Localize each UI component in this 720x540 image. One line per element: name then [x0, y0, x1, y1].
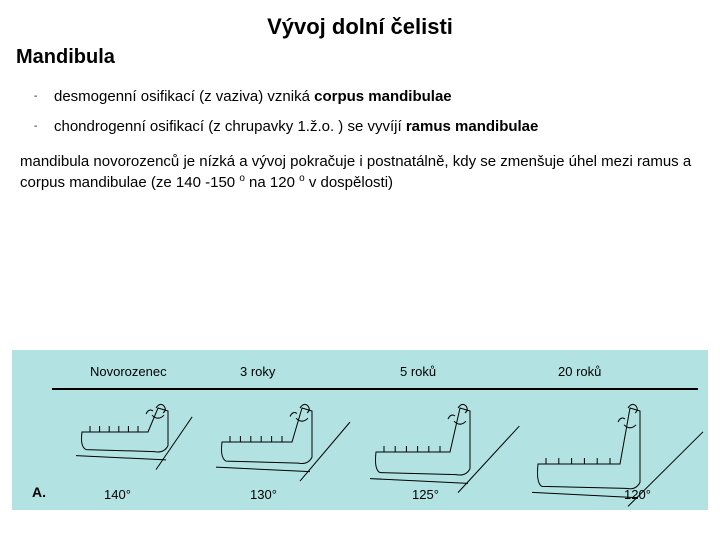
- panel-label: A.: [32, 484, 46, 500]
- mandible-figure: A. Novorozenec140° 3 roky130° 5 roků125°: [12, 350, 708, 510]
- stage-label: 20 roků: [558, 364, 601, 379]
- bullet-text: desmogenní osifikací (z vaziva) vzniká c…: [54, 87, 704, 107]
- mandible-drawing: [366, 388, 506, 503]
- bullet-item: - desmogenní osifikací (z vaziva) vzniká…: [34, 87, 704, 107]
- body-paragraph: mandibula novorozenců je nízká a vývoj p…: [20, 152, 700, 194]
- mandible-drawing: [528, 388, 668, 503]
- bullet-item: - chondrogenní osifikací (z chrupavky 1.…: [34, 117, 704, 137]
- bullet-list: - desmogenní osifikací (z vaziva) vzniká…: [34, 87, 704, 138]
- mandible-drawing: [212, 388, 352, 503]
- figure-container: A. Novorozenec140° 3 roky130° 5 roků125°: [12, 350, 708, 510]
- stage-label: 3 roky: [240, 364, 275, 379]
- stage-label: Novorozenec: [90, 364, 167, 379]
- bullet-text: chondrogenní osifikací (z chrupavky 1.ž.…: [54, 117, 704, 137]
- bullet-dash-icon: -: [34, 90, 40, 107]
- stage-label: 5 roků: [400, 364, 436, 379]
- slide-subtitle: Mandibula: [16, 46, 704, 69]
- slide-title: Vývoj dolní čelisti: [16, 14, 704, 40]
- mandible-drawing: [72, 388, 212, 503]
- bullet-dash-icon: -: [34, 120, 40, 137]
